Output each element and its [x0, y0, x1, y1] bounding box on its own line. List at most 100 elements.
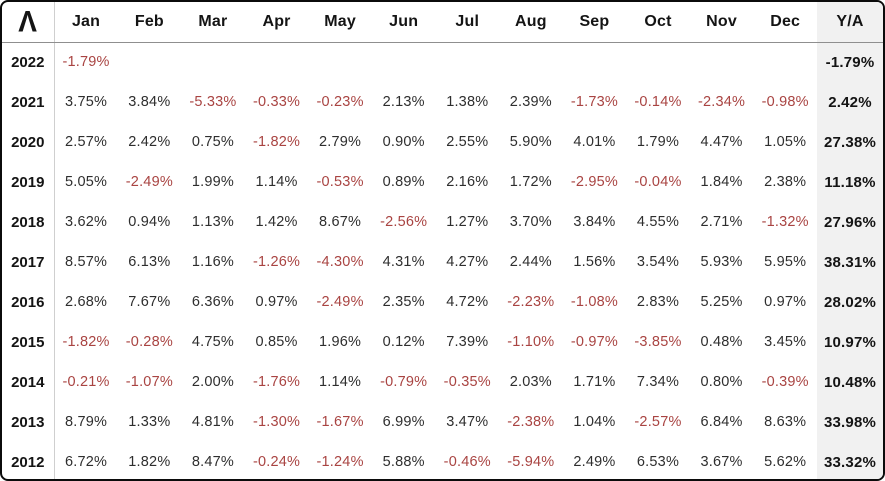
- month-header-jun: Jun: [371, 2, 436, 43]
- return-cell: [245, 42, 309, 82]
- return-cell: 3.84%: [573, 214, 616, 230]
- return-cell: 4.47%: [700, 134, 743, 150]
- yearly-return-cell: 10.97%: [817, 322, 883, 362]
- return-cell: [499, 42, 563, 82]
- return-cell: 1.16%: [191, 254, 234, 270]
- return-cell: 4.81%: [191, 414, 234, 430]
- return-cell: -0.33%: [252, 94, 301, 110]
- return-cell: -1.67%: [316, 414, 364, 430]
- yearly-return-cell: 33.32%: [817, 442, 883, 479]
- table-row: 2016 2.68% 7.67% 6.36% 0.97% -2.49% 2.35% 4.72%…: [2, 282, 883, 322]
- return-cell: -3.85%: [634, 334, 682, 350]
- return-cell: 1.14%: [319, 374, 362, 390]
- return-cell: 2.13%: [382, 94, 425, 110]
- year-label: 2014: [2, 362, 55, 402]
- return-cell: 1.56%: [573, 254, 616, 270]
- yearly-return-cell: 28.02%: [817, 282, 883, 322]
- return-cell: 0.97%: [764, 294, 807, 310]
- return-cell: 0.75%: [191, 134, 234, 150]
- return-cell: 2.00%: [191, 374, 234, 390]
- return-cell: [563, 42, 627, 82]
- return-cell: 2.35%: [382, 294, 425, 310]
- year-label: 2021: [2, 82, 55, 122]
- return-cell: -0.24%: [252, 454, 301, 470]
- return-cell: 6.36%: [191, 294, 234, 310]
- return-cell: [308, 42, 372, 82]
- return-cell: 6.72%: [64, 454, 108, 470]
- return-cell: 3.67%: [700, 454, 743, 470]
- return-cell: -1.82%: [62, 334, 110, 350]
- return-cell: 1.84%: [700, 174, 743, 190]
- yearly-return-cell: 27.38%: [817, 122, 883, 162]
- return-cell: 7.34%: [636, 374, 680, 390]
- year-label: 2016: [2, 282, 55, 322]
- return-cell: 4.27%: [446, 254, 489, 270]
- yearly-return-cell: 27.96%: [817, 202, 883, 242]
- table-row: 2019 5.05% -2.49% 1.99% 1.14% -0.53% 0.89% 2.16…: [2, 162, 883, 202]
- return-cell: -1.32%: [761, 214, 809, 230]
- return-cell: 8.67%: [319, 214, 362, 230]
- return-cell: -1.76%: [252, 374, 301, 390]
- return-cell: 0.48%: [700, 334, 743, 350]
- logo-cell: Λ: [2, 2, 55, 43]
- month-header-apr: Apr: [244, 2, 309, 43]
- return-cell: 0.94%: [128, 214, 171, 230]
- table-row: 2020 2.57% 2.42% 0.75% -1.82% 2.79% 0.90% 2.55%…: [2, 122, 883, 162]
- return-cell: 3.45%: [764, 334, 807, 350]
- return-cell: 1.96%: [319, 334, 362, 350]
- month-header-jan: Jan: [54, 2, 118, 43]
- return-cell: 8.63%: [764, 414, 807, 430]
- return-cell: [118, 42, 182, 82]
- return-cell: -0.28%: [125, 334, 173, 350]
- return-cell: -1.30%: [252, 414, 301, 430]
- brand-logo-icon[interactable]: Λ: [18, 4, 38, 38]
- return-cell: -4.30%: [316, 254, 364, 270]
- return-cell: 0.12%: [382, 334, 425, 350]
- month-header-sep: Sep: [562, 2, 627, 43]
- return-cell: -0.98%: [761, 94, 809, 110]
- return-cell: 0.97%: [255, 294, 298, 310]
- return-cell: [626, 42, 690, 82]
- return-cell: 3.84%: [128, 94, 171, 110]
- return-cell: -5.94%: [507, 454, 555, 470]
- return-cell: 4.75%: [191, 334, 234, 350]
- return-cell: -0.79%: [380, 374, 428, 390]
- ya-header: Y/A: [817, 2, 883, 43]
- return-cell: 8.79%: [64, 414, 108, 430]
- return-cell: -5.33%: [189, 94, 237, 110]
- return-cell: -0.46%: [443, 454, 491, 470]
- yearly-return-cell: -1.79%: [817, 42, 883, 82]
- return-cell: 3.47%: [446, 414, 489, 430]
- return-cell: 1.82%: [128, 454, 171, 470]
- return-cell: 3.75%: [64, 94, 108, 110]
- table-row: 2018 3.62% 0.94% 1.13% 1.42% 8.67% -2.56% 1.27%…: [2, 202, 883, 242]
- return-cell: 5.88%: [382, 454, 425, 470]
- return-cell: 0.85%: [255, 334, 298, 350]
- return-cell: [690, 42, 754, 82]
- month-header-jul: Jul: [435, 2, 500, 43]
- return-cell: 3.70%: [509, 214, 552, 230]
- return-cell: [753, 42, 817, 82]
- table-row: 2013 8.79% 1.33% 4.81% -1.30% -1.67% 6.99% 3.47…: [2, 402, 883, 442]
- return-cell: 7.67%: [128, 294, 171, 310]
- return-cell: -0.04%: [634, 174, 682, 190]
- return-cell: 2.79%: [319, 134, 362, 150]
- yearly-return-cell: 38.31%: [817, 242, 883, 282]
- year-label: 2020: [2, 122, 55, 162]
- return-cell: 5.62%: [764, 454, 807, 470]
- return-cell: 1.42%: [255, 214, 298, 230]
- return-cell: 6.13%: [128, 254, 171, 270]
- return-cell: 5.95%: [764, 254, 807, 270]
- return-cell: 1.05%: [764, 134, 807, 150]
- month-header-nov: Nov: [689, 2, 754, 43]
- return-cell: 0.80%: [700, 374, 743, 390]
- month-header-aug: Aug: [499, 2, 563, 43]
- month-header-dec: Dec: [753, 2, 817, 43]
- return-cell: 7.39%: [446, 334, 489, 350]
- return-cell: -1.10%: [507, 334, 555, 350]
- table-row: 2022 -1.79% -1.79%: [2, 42, 883, 82]
- month-header-oct: Oct: [626, 2, 690, 43]
- return-cell: 5.93%: [700, 254, 743, 270]
